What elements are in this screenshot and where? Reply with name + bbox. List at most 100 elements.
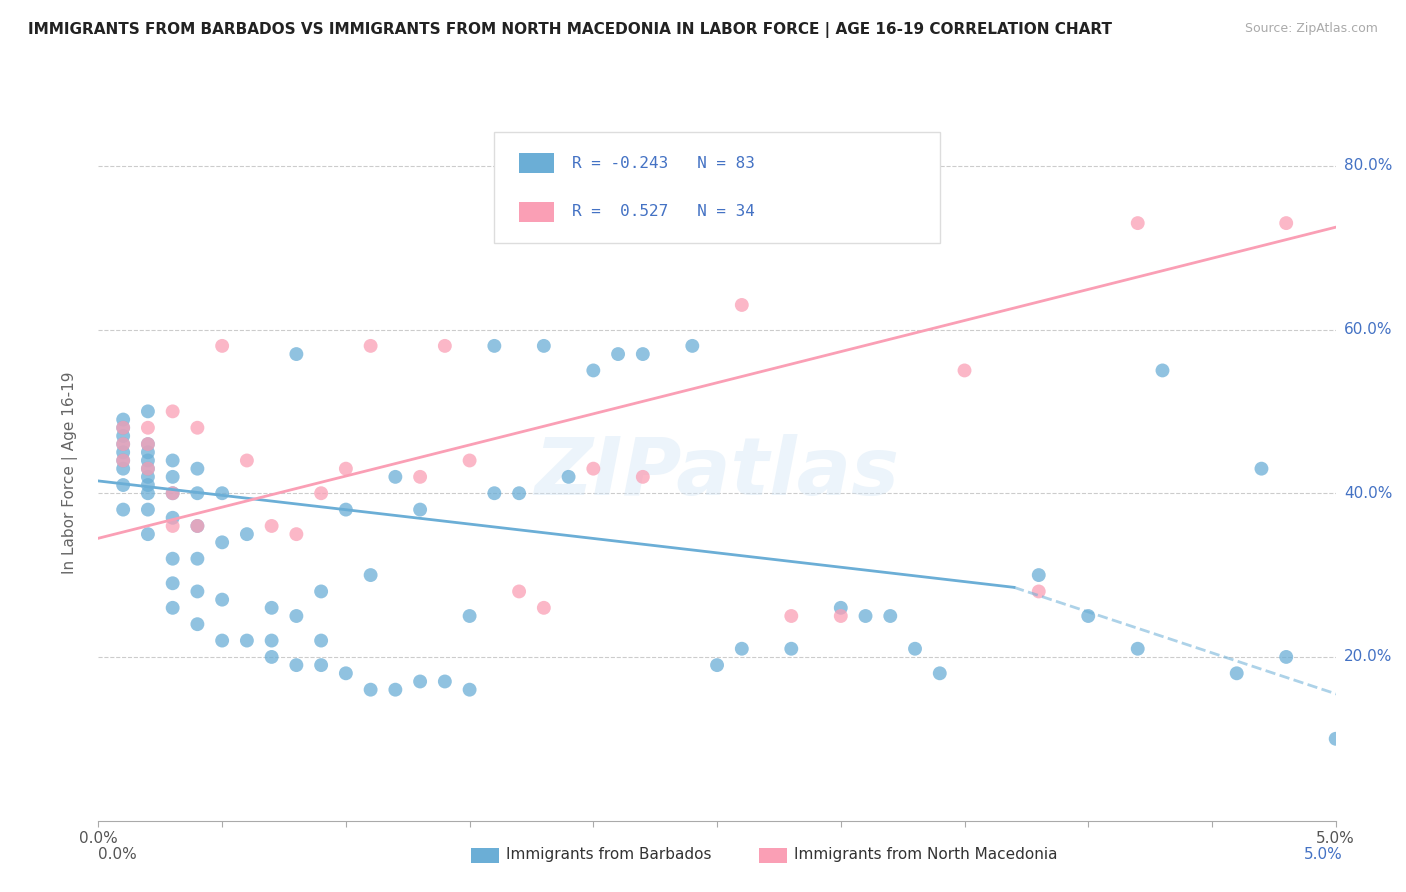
Point	[681, 339, 703, 353]
Point	[186, 551, 208, 566]
Point	[136, 404, 159, 418]
Point	[335, 502, 357, 516]
Point	[433, 674, 456, 689]
Point	[484, 486, 506, 500]
Point	[162, 486, 184, 500]
Point	[186, 519, 208, 533]
Point	[211, 486, 233, 500]
Point	[260, 633, 283, 648]
Point	[433, 339, 456, 353]
Text: 20.0%: 20.0%	[1344, 649, 1392, 665]
Point	[186, 519, 208, 533]
Point	[409, 470, 432, 484]
Point	[236, 527, 259, 541]
Point	[162, 510, 184, 524]
FancyBboxPatch shape	[519, 202, 554, 221]
Text: 80.0%: 80.0%	[1344, 158, 1392, 173]
Point	[136, 502, 159, 516]
Point	[285, 609, 308, 624]
Point	[830, 600, 852, 615]
Text: R =  0.527   N = 34: R = 0.527 N = 34	[572, 204, 755, 219]
Point	[533, 600, 555, 615]
Point	[162, 404, 184, 418]
Point	[112, 421, 135, 435]
Point	[260, 600, 283, 615]
Point	[1275, 649, 1298, 664]
Point	[508, 486, 530, 500]
Point	[557, 470, 579, 484]
Point	[953, 363, 976, 377]
Text: 60.0%: 60.0%	[1344, 322, 1392, 337]
Text: Immigrants from Barbados: Immigrants from Barbados	[506, 847, 711, 862]
Point	[136, 461, 159, 475]
Point	[409, 502, 432, 516]
Text: 5.0%: 5.0%	[1303, 847, 1343, 862]
Point	[1275, 216, 1298, 230]
Point	[136, 478, 159, 492]
FancyBboxPatch shape	[519, 153, 554, 173]
Point	[112, 421, 135, 435]
Point	[136, 453, 159, 467]
Point	[360, 339, 382, 353]
Point	[136, 470, 159, 484]
Point	[384, 682, 406, 697]
Point	[285, 658, 308, 673]
Point	[360, 682, 382, 697]
Y-axis label: In Labor Force | Age 16-19: In Labor Force | Age 16-19	[62, 371, 77, 574]
Point	[136, 437, 159, 451]
Point	[1126, 641, 1149, 656]
Point	[112, 453, 135, 467]
Point	[211, 592, 233, 607]
Point	[285, 347, 308, 361]
Point	[508, 584, 530, 599]
Point	[879, 216, 901, 230]
Point	[136, 421, 159, 435]
Point	[1152, 363, 1174, 377]
Point	[236, 453, 259, 467]
Point	[260, 519, 283, 533]
Point	[309, 486, 332, 500]
Point	[112, 445, 135, 459]
Point	[904, 641, 927, 656]
Point	[1126, 216, 1149, 230]
Text: 40.0%: 40.0%	[1344, 486, 1392, 500]
Text: 0.0%: 0.0%	[98, 847, 138, 862]
Point	[236, 633, 259, 648]
Point	[112, 429, 135, 443]
Point	[830, 609, 852, 624]
Point	[631, 347, 654, 361]
Point	[112, 461, 135, 475]
Point	[607, 347, 630, 361]
Point	[162, 453, 184, 467]
Point	[136, 486, 159, 500]
Point	[285, 527, 308, 541]
Point	[162, 486, 184, 500]
FancyBboxPatch shape	[495, 132, 939, 244]
Point	[186, 584, 208, 599]
Point	[211, 633, 233, 648]
Point	[533, 339, 555, 353]
Point	[706, 658, 728, 673]
Point	[731, 641, 754, 656]
Point	[1324, 731, 1347, 746]
Point	[309, 633, 332, 648]
Point	[1250, 461, 1272, 475]
Point	[681, 224, 703, 238]
Point	[186, 617, 208, 632]
Point	[855, 609, 877, 624]
Point	[458, 609, 481, 624]
Point	[360, 568, 382, 582]
Point	[186, 486, 208, 500]
Point	[136, 437, 159, 451]
Point	[112, 412, 135, 426]
Point	[186, 421, 208, 435]
Point	[309, 584, 332, 599]
Text: IMMIGRANTS FROM BARBADOS VS IMMIGRANTS FROM NORTH MACEDONIA IN LABOR FORCE | AGE: IMMIGRANTS FROM BARBADOS VS IMMIGRANTS F…	[28, 22, 1112, 38]
Point	[309, 658, 332, 673]
Point	[484, 339, 506, 353]
Point	[260, 649, 283, 664]
Point	[780, 641, 803, 656]
Point	[384, 470, 406, 484]
Point	[211, 339, 233, 353]
Point	[1028, 584, 1050, 599]
